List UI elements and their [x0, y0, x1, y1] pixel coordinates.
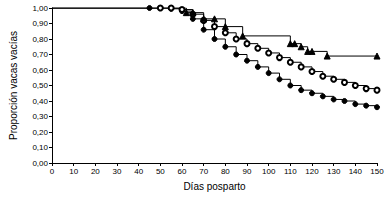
svg-text:0,60: 0,60 [32, 66, 48, 75]
svg-text:1,00: 1,00 [32, 4, 48, 13]
svg-text:100: 100 [262, 167, 276, 176]
svg-text:30: 30 [113, 167, 122, 176]
svg-text:90: 90 [243, 167, 252, 176]
svg-text:0,30: 0,30 [32, 112, 48, 121]
svg-text:140: 140 [349, 167, 363, 176]
svg-text:0,70: 0,70 [32, 50, 48, 59]
svg-text:10: 10 [69, 167, 78, 176]
svg-text:150: 150 [370, 167, 384, 176]
svg-text:0,00: 0,00 [32, 159, 48, 168]
svg-text:Días posparto: Días posparto [183, 181, 246, 192]
svg-text:110: 110 [284, 167, 297, 176]
svg-text:0,10: 0,10 [32, 143, 48, 152]
svg-text:0,40: 0,40 [32, 97, 48, 106]
svg-text:20: 20 [91, 167, 100, 176]
svg-text:70: 70 [199, 167, 208, 176]
svg-text:Proporción vacas vacías: Proporción vacas vacías [8, 31, 19, 140]
svg-text:60: 60 [178, 167, 187, 176]
svg-text:50: 50 [156, 167, 165, 176]
svg-text:0,80: 0,80 [32, 35, 48, 44]
svg-text:0: 0 [50, 167, 55, 176]
svg-text:80: 80 [221, 167, 230, 176]
svg-text:40: 40 [134, 167, 143, 176]
svg-text:130: 130 [327, 167, 341, 176]
svg-text:0,50: 0,50 [32, 81, 48, 90]
svg-text:0,20: 0,20 [32, 128, 48, 137]
svg-text:120: 120 [305, 167, 319, 176]
svg-text:0,90: 0,90 [32, 19, 48, 28]
